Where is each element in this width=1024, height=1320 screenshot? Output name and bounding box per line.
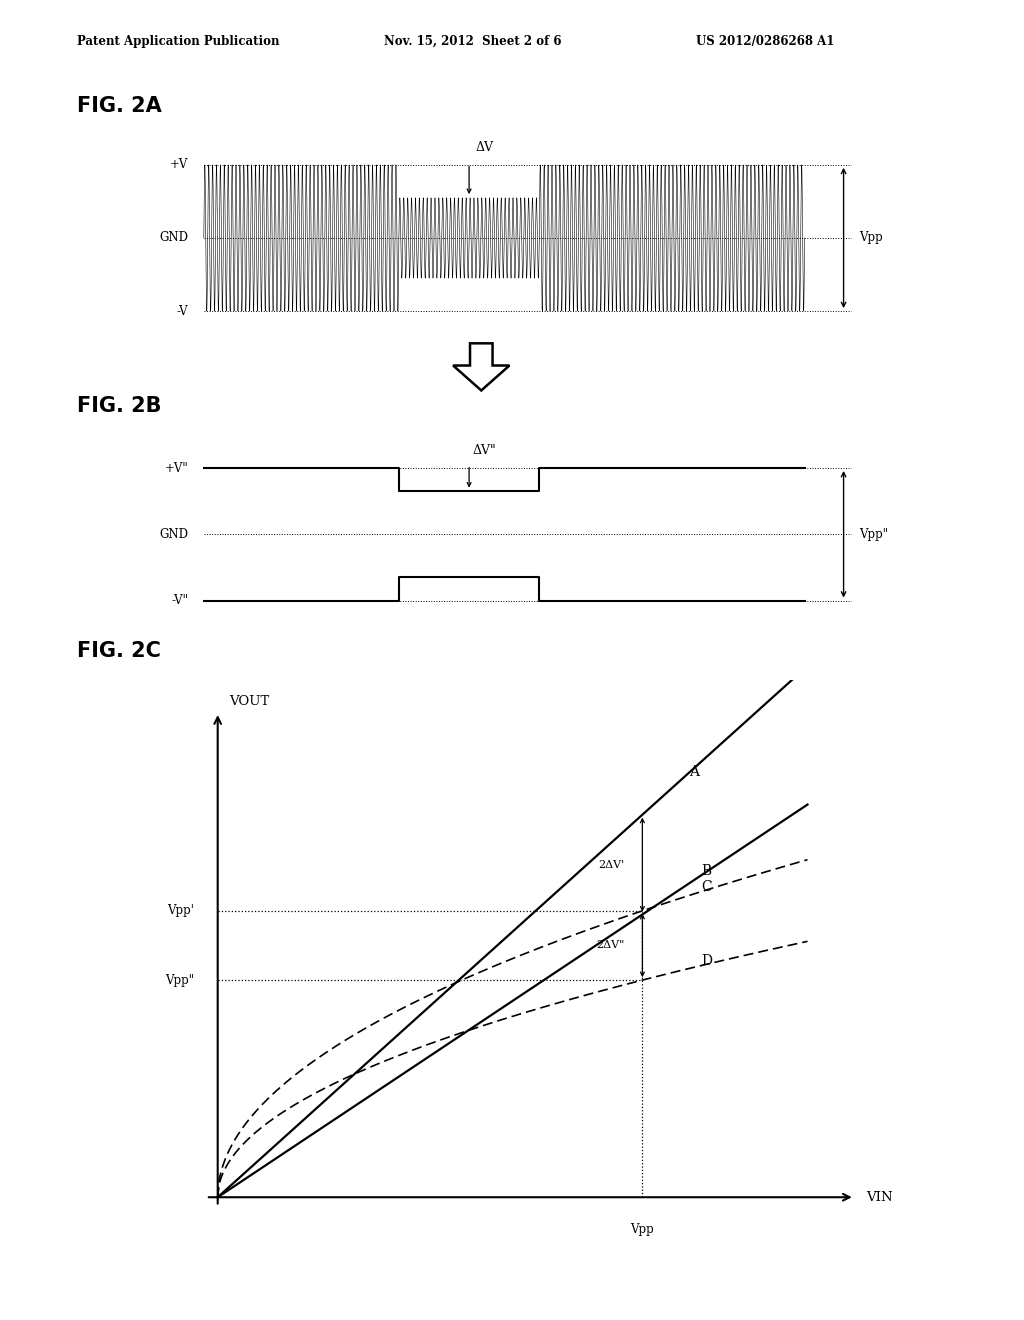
Text: Vpp": Vpp" xyxy=(859,528,888,541)
Text: -V": -V" xyxy=(171,594,188,607)
FancyArrow shape xyxy=(453,343,510,391)
Text: Vpp: Vpp xyxy=(859,231,883,244)
Text: FIG. 2B: FIG. 2B xyxy=(77,396,162,416)
Text: ΔV: ΔV xyxy=(476,141,494,154)
Text: +V": +V" xyxy=(165,462,188,475)
Text: US 2012/0286268 A1: US 2012/0286268 A1 xyxy=(696,34,835,48)
Text: +V: +V xyxy=(170,158,188,172)
Text: 2ΔV': 2ΔV' xyxy=(598,859,625,870)
Text: D: D xyxy=(701,954,713,968)
Text: Nov. 15, 2012  Sheet 2 of 6: Nov. 15, 2012 Sheet 2 of 6 xyxy=(384,34,561,48)
Text: FIG. 2A: FIG. 2A xyxy=(77,96,162,116)
Text: Vpp: Vpp xyxy=(631,1222,654,1236)
Text: Vpp': Vpp' xyxy=(167,904,195,917)
Text: GND: GND xyxy=(159,231,188,244)
Text: 2ΔV": 2ΔV" xyxy=(596,940,625,950)
Text: ΔV": ΔV" xyxy=(473,444,497,457)
Text: VIN: VIN xyxy=(866,1191,893,1204)
Text: GND: GND xyxy=(159,528,188,541)
Text: FIG. 2C: FIG. 2C xyxy=(77,642,161,661)
Text: Vpp": Vpp" xyxy=(165,974,195,986)
Text: Patent Application Publication: Patent Application Publication xyxy=(77,34,280,48)
Text: VOUT: VOUT xyxy=(229,694,269,708)
Text: -V: -V xyxy=(176,305,188,318)
Text: C: C xyxy=(701,880,712,894)
Text: B: B xyxy=(701,863,712,878)
Text: A: A xyxy=(689,766,699,779)
